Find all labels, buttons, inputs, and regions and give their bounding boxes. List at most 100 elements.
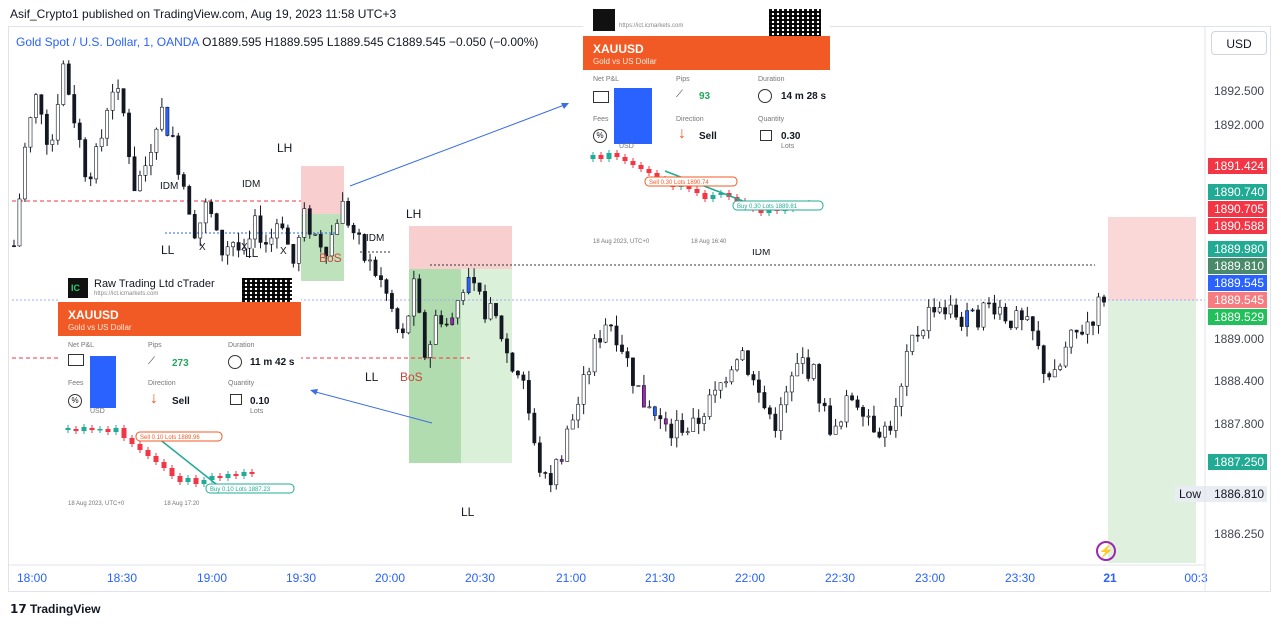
candle-body: [510, 352, 515, 372]
candle-body: [516, 370, 520, 376]
candle-body: [620, 344, 624, 352]
card-header: XAUUSD Gold vs US Dollar: [583, 36, 830, 70]
mini-candle: [249, 472, 255, 474]
price-label: 1889.545: [1214, 276, 1264, 290]
card-symbol-desc: Gold vs US Dollar: [593, 57, 657, 66]
candle-body: [395, 308, 400, 330]
cash-icon: [68, 354, 84, 366]
symbol-legend[interactable]: Gold Spot / U.S. Dollar, 1, OANDA O1889.…: [16, 35, 538, 49]
candle-body: [893, 406, 898, 431]
fees-label: Fees: [68, 380, 84, 387]
price-label-bg: [1208, 218, 1267, 234]
mini-candle: [201, 480, 207, 484]
candle-body: [1014, 310, 1019, 329]
candle-body: [757, 379, 761, 393]
price-label-prefix: Low: [1179, 487, 1201, 501]
candle-body: [340, 200, 345, 224]
x-tick-label: 18:30: [107, 571, 137, 585]
candle-body: [176, 135, 181, 175]
x-tick-label: 21:00: [556, 571, 586, 585]
price-label: 1889.980: [1214, 242, 1264, 256]
mini-candle: [694, 189, 700, 193]
tradingview-footer[interactable]: 𝟭𝟳 TradingView: [10, 602, 101, 616]
mini-candle: [225, 474, 231, 478]
broker-logo-icon: [593, 9, 615, 31]
currency-button[interactable]: USD: [1211, 31, 1267, 55]
lightning-icon[interactable]: ⚡: [1096, 541, 1116, 561]
candle-body: [746, 350, 750, 375]
mini-trade-chart: Sell 0.30 Lots 1890.74 Buy 0.30 Lots 188…: [590, 150, 824, 216]
candle-body: [483, 291, 487, 320]
candle-body: [707, 394, 712, 417]
annotation-label: LL: [365, 370, 379, 384]
mini-candle: [622, 157, 628, 161]
mini-candle: [686, 185, 692, 189]
price-label: 1889.810: [1214, 259, 1264, 273]
candle-body: [72, 94, 77, 124]
candle-body: [450, 317, 455, 325]
candle-body: [455, 300, 460, 319]
candle-body: [1003, 306, 1008, 322]
candle-body: [526, 380, 531, 414]
x-tick-label: 22:30: [825, 571, 855, 585]
candle-body: [1085, 321, 1090, 335]
zone-2: [409, 226, 512, 269]
candle-body: [170, 135, 175, 137]
candle-body: [154, 128, 159, 153]
mini-candle: [614, 153, 620, 157]
candle-body: [472, 277, 477, 284]
candle-body: [1019, 310, 1024, 321]
candle-body: [811, 364, 816, 379]
net-pl-redaction: [614, 88, 652, 144]
mini-date-1: 18 Aug 2023, UTC+0: [593, 239, 650, 245]
candle-body: [658, 415, 663, 420]
symbol-name[interactable]: Gold Spot / U.S. Dollar, 1, OANDA: [16, 35, 199, 49]
candle-body: [576, 403, 581, 421]
candle-body: [214, 213, 219, 231]
zone-0: [301, 166, 344, 214]
candle-body: [269, 237, 274, 245]
candle-body: [718, 382, 723, 391]
annotation-label: LH: [406, 207, 421, 221]
price-label-bg: [1208, 454, 1267, 470]
ohlc-values: O1889.595 H1889.595 L1889.545 C1889.545 …: [202, 35, 539, 49]
candle-body: [839, 421, 843, 427]
y-tick-label: 1889.000: [1214, 332, 1264, 346]
candle-body: [318, 233, 323, 248]
candle-body: [570, 419, 575, 430]
candle-body: [247, 238, 252, 249]
candle-body: [877, 431, 882, 438]
x-tick-label: 23:00: [915, 571, 945, 585]
direction-value: Sell: [699, 131, 717, 142]
mini-candle: [97, 429, 103, 431]
candle-body: [258, 215, 263, 243]
candle-body: [636, 385, 641, 387]
candle-body: [1102, 296, 1106, 303]
y-tick-label: 1888.400: [1214, 374, 1264, 388]
arrow-to-right-card: [349, 103, 568, 187]
tradingview-brand: TradingView: [30, 602, 101, 616]
candle-body: [379, 275, 383, 280]
annotation-label: BoS: [319, 251, 342, 265]
candle-body: [373, 259, 378, 276]
annotation-label: IDM: [752, 247, 770, 258]
mini-date-2: 18 Aug 16:40: [691, 239, 727, 245]
arrowhead: [310, 389, 318, 395]
candle-body: [357, 232, 361, 235]
mini-buy-tag: Buy 0.10 Lots 1887.23: [210, 487, 271, 493]
mini-candle: [121, 428, 127, 438]
candle-body: [275, 223, 279, 239]
candle-body: [998, 306, 1002, 315]
mini-candle: [153, 456, 159, 462]
card-symbol-desc: Gold vs US Dollar: [68, 323, 132, 332]
mini-candle: [209, 476, 215, 480]
net-pl-label: Net P&L: [68, 342, 95, 349]
down-arrow-icon: ↓: [150, 390, 158, 407]
candle-body: [724, 381, 728, 384]
mini-candle: [606, 153, 612, 159]
mini-candle: [137, 444, 143, 450]
mini-sell-tag: Sell 0.30 Lots 1890.74: [649, 180, 709, 186]
candle-body: [499, 315, 504, 340]
mini-candle: [702, 193, 708, 199]
